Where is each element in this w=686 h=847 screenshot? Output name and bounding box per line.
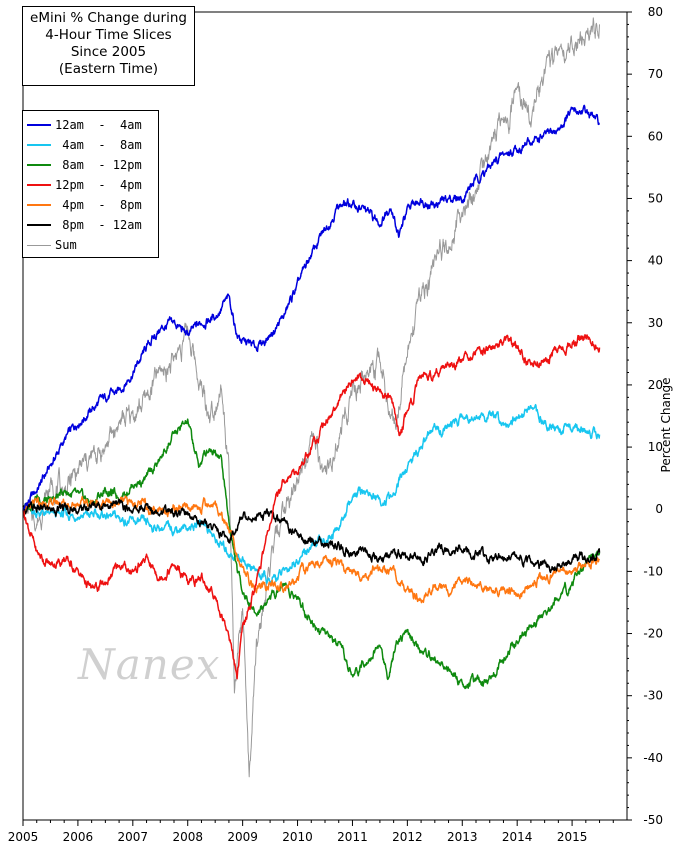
- x-tick-label: 2012: [392, 830, 423, 844]
- x-tick-label: 2007: [118, 830, 149, 844]
- y-tick-label: -40: [643, 751, 663, 765]
- nanex-watermark: Nanex: [78, 640, 221, 689]
- series-line-12am-4am: [22, 104, 600, 511]
- legend-label: 8pm - 12am: [55, 218, 142, 232]
- x-tick-label: 2008: [172, 830, 203, 844]
- y-tick-label: 30: [648, 316, 663, 330]
- y-tick-label: 50: [648, 191, 663, 205]
- legend-item: 8am - 12pm: [23, 155, 158, 175]
- x-tick-label: 2014: [502, 830, 533, 844]
- legend-label: 4pm - 8pm: [55, 198, 142, 212]
- series-line-12pm-4pm: [22, 334, 601, 680]
- legend-label: 12am - 4am: [55, 118, 142, 132]
- legend-label: 12pm - 4pm: [55, 178, 142, 192]
- y-tick-label: -30: [643, 689, 663, 703]
- y-tick-label: -20: [643, 627, 663, 641]
- y-tick-label: -10: [643, 564, 663, 578]
- legend-item: 12pm - 4pm: [23, 175, 158, 195]
- series-line-4am-8am: [22, 403, 601, 585]
- x-tick-label: 2009: [227, 830, 258, 844]
- series-line-sum: [22, 17, 600, 778]
- legend-swatch: [27, 204, 51, 206]
- chart-title-line: 4-Hour Time Slices: [45, 27, 172, 43]
- x-tick-label: 2015: [557, 830, 588, 844]
- x-tick-label: 2010: [282, 830, 313, 844]
- legend-item: 8pm - 12am: [23, 215, 158, 235]
- y-tick-label: 60: [648, 129, 663, 143]
- x-tick-label: 2013: [447, 830, 478, 844]
- legend-label: 8am - 12pm: [55, 158, 142, 172]
- legend-item: 12am - 4am: [23, 115, 158, 135]
- legend-swatch: [27, 124, 51, 126]
- chart-title-line: eMini % Change during: [30, 10, 187, 26]
- y-tick-label: 20: [648, 378, 663, 392]
- legend-item: 4pm - 8pm: [23, 195, 158, 215]
- chart-title-line: (Eastern Time): [58, 61, 159, 77]
- legend-swatch: [27, 244, 51, 246]
- y-tick-label: 10: [648, 440, 663, 454]
- y-tick-label: 0: [655, 502, 663, 516]
- chart-title-box: eMini % Change during 4-Hour Time Slices…: [22, 6, 195, 86]
- chart-title-line: Since 2005: [70, 44, 147, 60]
- legend-swatch: [27, 164, 51, 166]
- legend-swatch: [27, 184, 51, 186]
- y-tick-label: 70: [648, 67, 663, 81]
- y-axis-label: Percent Change: [659, 377, 673, 473]
- legend-swatch: [27, 144, 51, 146]
- series-line-8pm-12am: [22, 498, 601, 574]
- legend-item: 4am - 8am: [23, 135, 158, 155]
- series-line-4pm-8pm: [22, 495, 601, 604]
- legend-label: Sum: [55, 238, 77, 252]
- y-tick-label: 80: [648, 5, 663, 19]
- legend-item: Sum: [23, 235, 158, 255]
- x-tick-label: 2006: [63, 830, 94, 844]
- x-tick-label: 2005: [8, 830, 39, 844]
- legend-label: 4am - 8am: [55, 138, 142, 152]
- y-tick-label: -50: [643, 813, 663, 827]
- chart-legend: 12am - 4am 4am - 8am 8am - 12pm 12pm - 4p…: [22, 110, 159, 258]
- x-tick-label: 2011: [337, 830, 368, 844]
- legend-swatch: [27, 224, 51, 226]
- y-tick-label: 40: [648, 254, 663, 268]
